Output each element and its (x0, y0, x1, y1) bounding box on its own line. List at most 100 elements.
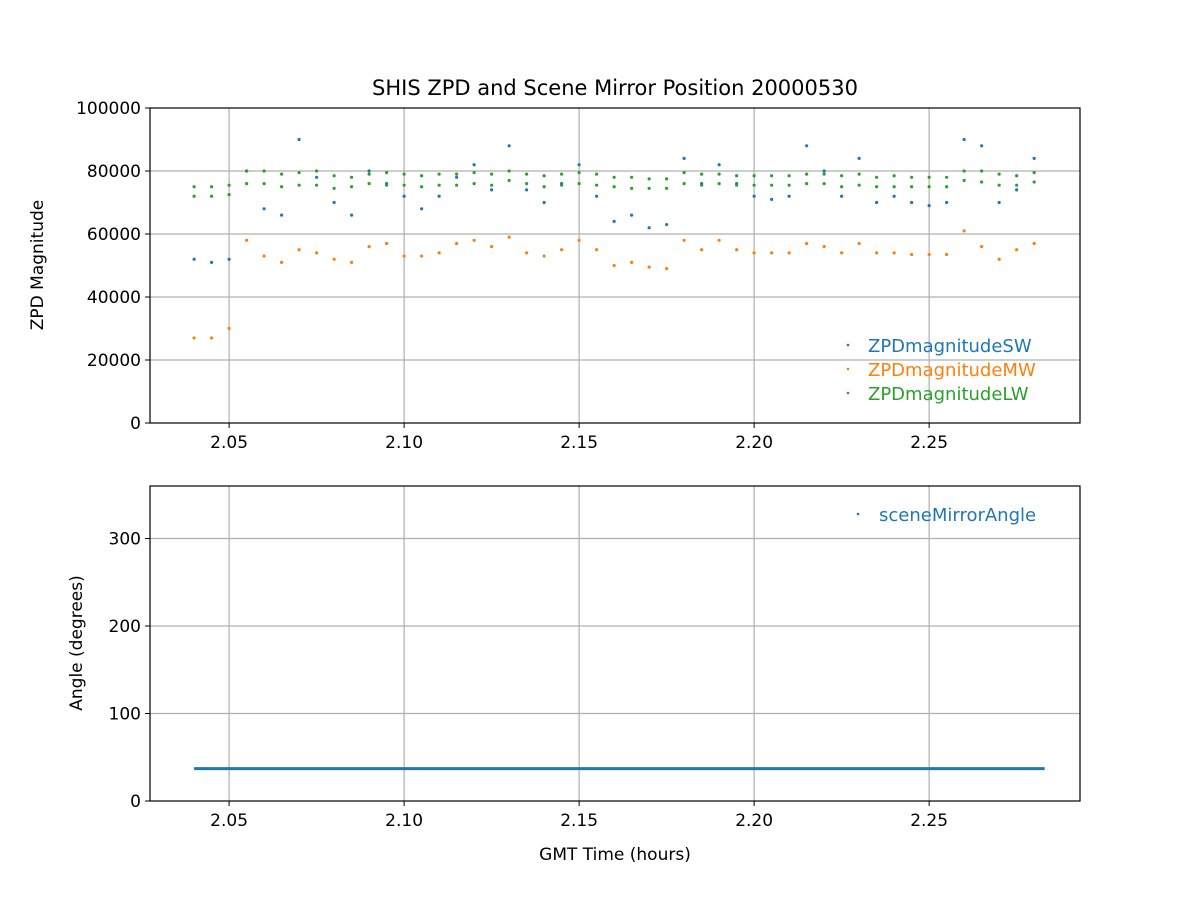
data-point (507, 178, 511, 183)
data-point (437, 172, 441, 176)
data-point (945, 175, 949, 179)
legend-marker (846, 343, 850, 347)
data-point (822, 172, 826, 176)
data-point (857, 241, 861, 246)
data-point (822, 182, 826, 186)
data-point (490, 245, 494, 249)
data-point (525, 251, 529, 255)
series-ZPDmagnitudeMW (192, 229, 1036, 340)
data-point (402, 254, 406, 258)
data-point (787, 174, 791, 178)
data-point (385, 241, 389, 246)
data-point (437, 183, 441, 187)
data-point (980, 144, 984, 148)
data-point (507, 144, 511, 148)
bottom-y-axis-label: Angle (degrees) (67, 575, 87, 710)
data-point (682, 238, 686, 242)
x-tick-label: 2.25 (910, 811, 948, 831)
data-point (455, 241, 459, 246)
data-point (315, 175, 319, 179)
data-point (402, 172, 406, 176)
x-axis-label: GMT Time (hours) (539, 845, 691, 865)
data-point (717, 163, 721, 167)
data-point (367, 169, 371, 173)
data-point (787, 194, 791, 198)
data-point (927, 252, 931, 257)
data-point (472, 182, 476, 186)
data-point (350, 213, 354, 217)
data-point (997, 257, 1001, 261)
data-point (962, 137, 966, 142)
data-point (647, 265, 651, 269)
data-point (525, 182, 529, 186)
data-point (647, 226, 651, 230)
data-point (735, 183, 739, 187)
x-tick-label: 2.10 (385, 811, 423, 831)
data-point (1015, 188, 1019, 192)
data-point (892, 174, 896, 178)
axes-frame (149, 107, 1081, 424)
data-point (577, 182, 581, 186)
x-tick-label: 2.15 (560, 433, 598, 453)
data-point (840, 185, 844, 189)
data-point (437, 194, 441, 198)
data-point (385, 183, 389, 187)
data-point (1015, 248, 1019, 252)
data-point (542, 200, 546, 205)
data-point (367, 172, 371, 176)
data-point (297, 183, 301, 187)
top-y-axis-label: ZPD Magnitude (28, 200, 48, 330)
data-point (297, 137, 301, 142)
data-point (752, 183, 756, 187)
data-point (980, 180, 984, 184)
data-point (735, 248, 739, 252)
data-point (1015, 174, 1019, 178)
data-point (630, 213, 634, 217)
data-point (665, 177, 669, 181)
y-tick-label: 300 (109, 530, 141, 550)
data-point (770, 251, 774, 255)
x-tick-label: 2.20 (735, 811, 773, 831)
data-point (297, 170, 301, 175)
data-point (315, 183, 319, 187)
data-point (682, 182, 686, 186)
data-point (402, 194, 406, 198)
data-point (927, 204, 931, 208)
legend-marker (846, 391, 850, 395)
data-point (560, 172, 564, 176)
data-point (1015, 183, 1019, 187)
data-point (577, 163, 581, 167)
data-point (910, 252, 914, 257)
data-point (805, 144, 809, 148)
data-point (210, 194, 214, 198)
data-point (1032, 170, 1036, 175)
data-point (227, 326, 231, 331)
data-point (595, 172, 599, 176)
top-axes: 2.05 2.10 2.15 2.20 2.25 0 20000 40000 60000 8000… (76, 99, 1081, 453)
y-tick-label: 60000 (87, 225, 141, 245)
data-point (507, 235, 511, 239)
x-tick-label: 2.05 (210, 811, 248, 831)
data-point (350, 175, 354, 179)
data-point (192, 185, 196, 189)
y-tick-label: 0 (130, 792, 141, 812)
data-point (560, 183, 564, 187)
data-point (700, 248, 704, 252)
legend-label: ZPDmagnitudeSW (868, 336, 1032, 357)
data-point (962, 229, 966, 233)
data-point (630, 175, 634, 179)
data-point (682, 170, 686, 175)
data-point (752, 251, 756, 255)
data-point (455, 175, 459, 179)
data-point (367, 182, 371, 186)
data-point (315, 169, 319, 173)
x-tick-label: 2.20 (735, 433, 773, 453)
data-point (612, 219, 616, 223)
y-tick-label: 0 (130, 414, 141, 434)
data-point (385, 170, 389, 175)
data-point (700, 172, 704, 176)
data-point (472, 163, 476, 167)
x-tick-label: 2.10 (385, 433, 423, 453)
data-point (892, 185, 896, 189)
